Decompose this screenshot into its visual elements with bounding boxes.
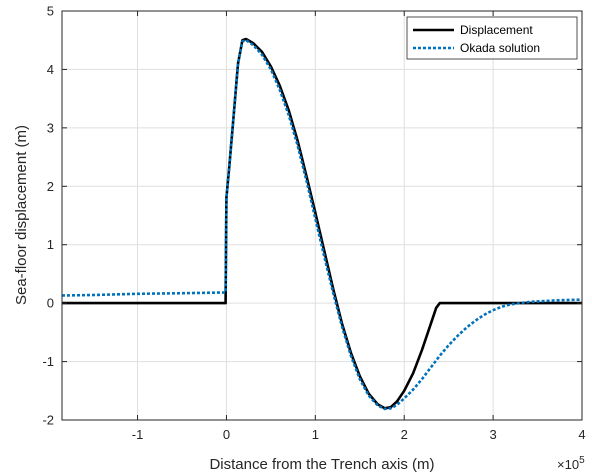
y-tick-label: -2 xyxy=(42,413,54,428)
y-tick-labels: -2 -1 0 1 2 3 4 5 xyxy=(42,4,54,428)
series-layer xyxy=(61,37,583,411)
x-axis-title: Distance from the Trench axis (m) xyxy=(209,456,434,473)
y-tick-label: 0 xyxy=(47,296,54,311)
series-line-okada-solution xyxy=(61,38,583,411)
x-exponent-base: ×10 xyxy=(557,457,579,472)
legend-box xyxy=(406,16,578,60)
y-tick-label: 5 xyxy=(47,4,54,19)
y-axis-title: Sea-floor displacement (m) xyxy=(13,125,30,305)
svg-text:×105: ×105 xyxy=(557,455,585,472)
x-tick-labels: -1 0 1 2 3 4 xyxy=(132,427,586,442)
legend-label-okada: Okada solution xyxy=(460,41,540,55)
y-tick-label: 2 xyxy=(47,179,54,194)
legend: Displacement Okada solution xyxy=(406,16,578,60)
x-exponent-power: 5 xyxy=(579,455,585,466)
y-tick-label: 1 xyxy=(47,237,54,252)
x-tick-label: -1 xyxy=(132,427,144,442)
x-tick-label: 4 xyxy=(578,427,585,442)
x-tick-label: 2 xyxy=(401,427,408,442)
plot-frame xyxy=(61,10,583,421)
x-exponent-label: ×105 xyxy=(557,455,585,472)
y-tick-label: 3 xyxy=(47,120,54,135)
x-tick-label: 3 xyxy=(489,427,496,442)
y-tick-label: -1 xyxy=(42,354,54,369)
plot-area xyxy=(62,11,582,420)
y-tick-label: 4 xyxy=(47,62,54,77)
tick-marks xyxy=(62,10,583,421)
x-tick-label: 0 xyxy=(223,427,230,442)
x-tick-label: 1 xyxy=(312,427,319,442)
legend-label-displacement: Displacement xyxy=(460,23,533,37)
